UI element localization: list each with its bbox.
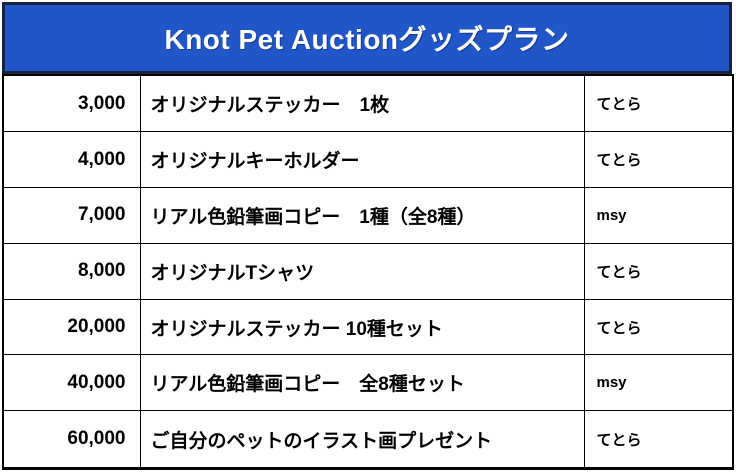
price-cell: 40,000 xyxy=(2,354,141,412)
price-cell: 20,000 xyxy=(2,298,141,356)
table-row: 8,000 オリジナルTシャツ てとら xyxy=(2,242,734,300)
table-row: 40,000 リアル色鉛筆画コピー 全8種セット msy xyxy=(2,354,734,412)
item-cell: オリジナルステッカー 10種セット xyxy=(139,298,585,356)
title-banner: Knot Pet Auctionグッズプラン xyxy=(2,2,732,74)
price-cell: 7,000 xyxy=(2,187,141,244)
page-title: Knot Pet Auctionグッズプラン xyxy=(164,24,570,55)
table-row: 7,000 リアル色鉛筆画コピー 1種（全8種） msy xyxy=(2,187,734,244)
item-cell: オリジナルキーホルダー xyxy=(139,131,585,189)
table-row: 3,000 オリジナルステッカー 1枚 てとら xyxy=(2,74,734,133)
supporter-cell: てとら xyxy=(583,74,734,133)
supporter-cell: msy xyxy=(583,187,734,244)
table-row: 60,000 ご自分のペットのイラスト画プレゼント てとら xyxy=(2,410,734,469)
item-cell: オリジナルTシャツ xyxy=(139,242,585,300)
plans-table: 3,000 オリジナルステッカー 1枚 てとら 4,000 オリジナルキーホルダー てとら… xyxy=(2,74,734,470)
item-cell: ご自分のペットのイラスト画プレゼント xyxy=(139,410,585,469)
supporter-cell: てとら xyxy=(583,298,734,356)
item-cell: リアル色鉛筆画コピー 全8種セット xyxy=(139,354,585,412)
supporter-cell: てとら xyxy=(583,242,734,300)
supporter-cell: てとら xyxy=(583,410,734,469)
item-cell: オリジナルステッカー 1枚 xyxy=(139,74,585,133)
plans-table-body: 3,000 オリジナルステッカー 1枚 てとら 4,000 オリジナルキーホルダー てとら… xyxy=(2,74,734,469)
table-row: 20,000 オリジナルステッカー 10種セット てとら xyxy=(2,298,734,356)
table-row: 4,000 オリジナルキーホルダー てとら xyxy=(2,131,734,189)
item-cell: リアル色鉛筆画コピー 1種（全8種） xyxy=(139,187,585,244)
price-cell: 3,000 xyxy=(2,74,141,133)
supporter-cell: msy xyxy=(583,354,734,412)
supporter-cell: てとら xyxy=(583,131,734,189)
price-cell: 4,000 xyxy=(2,131,141,189)
price-cell: 60,000 xyxy=(2,410,141,469)
price-cell: 8,000 xyxy=(2,242,141,300)
